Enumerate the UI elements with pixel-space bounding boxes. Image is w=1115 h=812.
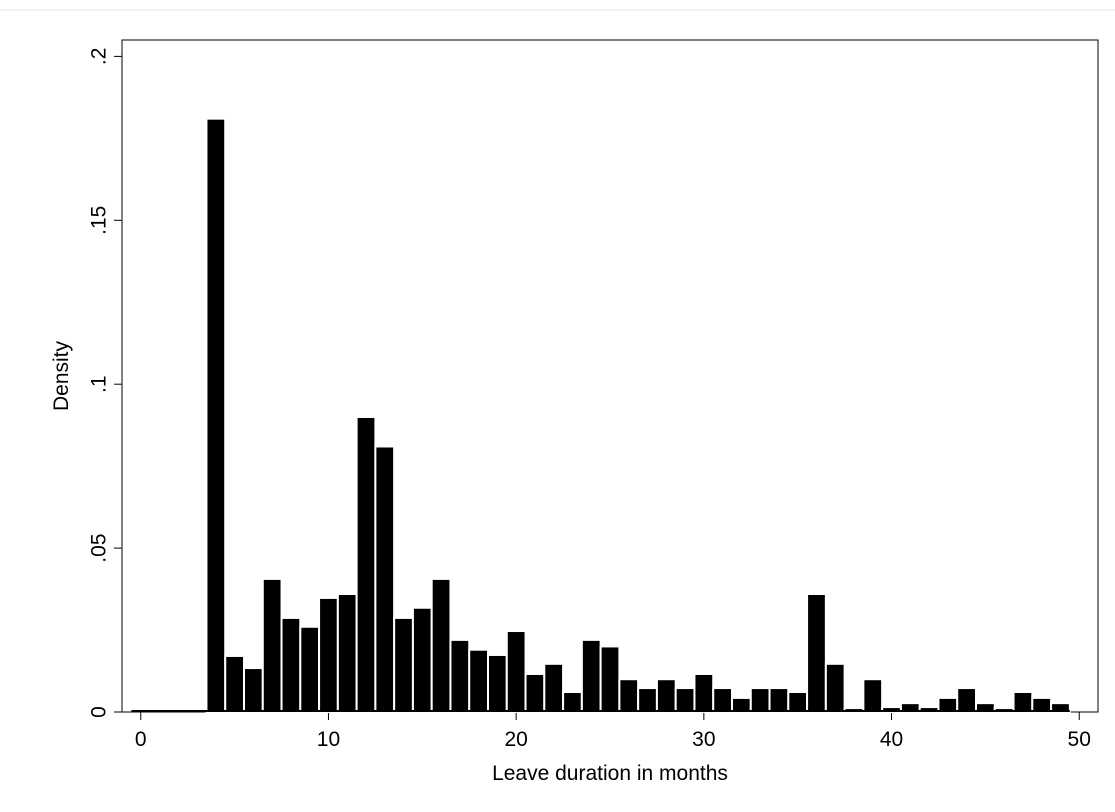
bar <box>749 687 771 714</box>
bar <box>430 577 452 713</box>
x-tick-label: 10 <box>317 728 340 751</box>
bar <box>336 592 358 713</box>
bar <box>411 606 433 714</box>
bar <box>937 696 959 714</box>
bar <box>637 687 658 714</box>
bar <box>205 117 227 714</box>
bar <box>862 678 884 713</box>
bar <box>299 625 321 714</box>
bar <box>355 415 377 713</box>
bar <box>562 691 583 714</box>
bar <box>824 662 846 713</box>
x-tick-label: 40 <box>880 728 903 751</box>
x-tick-label: 30 <box>692 728 715 751</box>
bar <box>599 645 621 713</box>
x-tick-label: 20 <box>504 728 527 751</box>
bar <box>261 577 283 713</box>
bar <box>618 678 640 713</box>
y-tick-label: .15 <box>88 206 111 235</box>
x-tick-label: 0 <box>135 728 147 751</box>
bar <box>505 630 527 713</box>
bar <box>243 667 264 714</box>
y-tick-label: 0 <box>88 706 111 718</box>
bar <box>1031 696 1053 714</box>
bar <box>393 616 414 713</box>
bar <box>712 687 734 714</box>
bar <box>280 616 302 713</box>
bar <box>224 654 246 714</box>
bar <box>731 696 752 714</box>
x-tick-label: 50 <box>1068 728 1091 751</box>
bar <box>693 672 715 713</box>
bar <box>956 687 978 714</box>
bar <box>768 687 790 714</box>
y-tick-label: .2 <box>88 48 111 66</box>
bar <box>374 445 396 713</box>
y-axis-title: Density <box>50 340 73 411</box>
bar <box>787 691 809 714</box>
y-tick-label: .05 <box>88 533 111 562</box>
bar <box>655 678 677 713</box>
x-axis-title: Leave duration in months <box>492 762 728 785</box>
bar <box>580 638 602 714</box>
bar <box>674 687 696 714</box>
bar <box>318 596 339 713</box>
bar <box>449 638 471 714</box>
bar <box>468 648 490 714</box>
bar <box>806 592 827 713</box>
bar <box>543 662 565 713</box>
bar <box>1012 691 1034 714</box>
y-tick-label: .1 <box>88 375 111 393</box>
bar <box>487 653 508 714</box>
bar <box>524 672 546 713</box>
